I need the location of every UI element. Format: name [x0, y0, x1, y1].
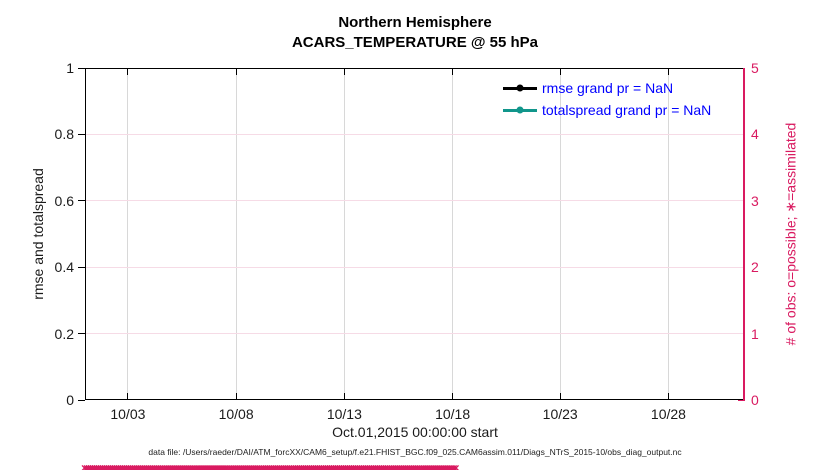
right-y-axis-label: # of obs: o=possible; ∗=assimilated: [782, 122, 799, 346]
left-y-tick-mark: [78, 399, 85, 401]
x-tick-label: 10/18: [435, 406, 471, 422]
legend-item-totalspread: totalspread grand pr = NaN: [503, 99, 711, 121]
right-y-tick-label: 5: [751, 60, 759, 76]
left-y-tick-mark: [78, 133, 85, 135]
horizontal-gridline: [85, 200, 745, 202]
vertical-gridline: [559, 68, 561, 400]
horizontal-gridline: [85, 333, 745, 335]
x-tick-label: 10/23: [542, 406, 578, 422]
left-y-tick-label: 0: [66, 392, 74, 408]
left-y-tick-label: 0.8: [54, 126, 74, 143]
legend-label-totalspread: totalspread grand pr = NaN: [542, 102, 712, 118]
vertical-gridline: [343, 68, 345, 400]
right-axis-line: [743, 68, 745, 400]
title-line-region: Northern Hemisphere: [338, 14, 492, 31]
right-y-tick-mark: [738, 399, 745, 401]
left-y-tick-mark: [78, 67, 85, 69]
rmse-line-sample: [503, 84, 537, 92]
title-line-variable: ACARS_TEMPERATURE @ 55 hPa: [291, 34, 539, 51]
data-file-footer: data file: /Users/raeder/DAI/ATM_forcXX/…: [148, 447, 682, 457]
x-tick-mark-bottom: [343, 393, 345, 400]
x-tick-label: 10/13: [326, 406, 362, 422]
left-axis-line: [85, 68, 86, 400]
x-axis-label: Oct.01,2015 00:00:00 start: [332, 424, 498, 440]
bottom-axis-line: [85, 399, 745, 400]
right-y-tick-label: 4: [751, 126, 759, 143]
x-tick-mark-top: [343, 68, 345, 75]
left-y-tick-label: 1: [66, 60, 74, 76]
x-tick-mark-bottom: [667, 393, 669, 400]
vertical-gridline: [235, 68, 237, 400]
x-tick-mark-bottom: [452, 393, 454, 400]
x-tick-mark-top: [667, 68, 669, 75]
left-y-tick-label: 0.2: [54, 325, 74, 342]
left-y-tick-mark: [78, 266, 85, 268]
right-y-tick-label: 1: [751, 325, 759, 342]
x-tick-mark-bottom: [559, 393, 561, 400]
x-tick-label: 10/08: [218, 406, 254, 422]
legend-item-rmse: rmse grand pr = NaN: [503, 77, 711, 99]
obs-count-marker-band: ××××××××××××××××××××××××××××××××××××××××…: [81, 461, 459, 470]
left-y-tick-label: 0.4: [54, 259, 74, 276]
rmse-marker-dot: [516, 84, 524, 92]
vertical-gridline: [127, 68, 129, 400]
x-tick-mark-bottom: [127, 393, 129, 400]
left-y-tick-mark: [78, 200, 85, 202]
left-y-axis-label: rmse and totalspread: [30, 168, 46, 300]
left-y-tick-label: 0.6: [54, 192, 74, 209]
x-tick-mark-top: [127, 68, 129, 75]
plot-area: rmse grand pr = NaN totalspread grand pr…: [81, 68, 745, 470]
vertical-gridline: [452, 68, 454, 400]
legend: rmse grand pr = NaN totalspread grand pr…: [503, 77, 711, 121]
chart-title: Northern Hemisphere ACARS_TEMPERATURE @ …: [85, 13, 745, 53]
right-y-tick-label: 3: [751, 192, 759, 209]
top-axis-line: [85, 68, 745, 69]
right-y-tick-label: 2: [751, 259, 759, 276]
x-tick-mark-top: [452, 68, 454, 75]
horizontal-gridline: [85, 266, 745, 268]
x-tick-label: 10/03: [110, 406, 146, 422]
left-y-tick-mark: [78, 333, 85, 335]
totalspread-line-sample: [503, 106, 537, 114]
x-tick-mark-top: [235, 68, 237, 75]
x-tick-label: 10/28: [650, 406, 686, 422]
x-tick-mark-bottom: [235, 393, 237, 400]
totalspread-marker-dot: [516, 106, 524, 114]
vertical-gridline: [667, 68, 669, 400]
x-tick-mark-top: [559, 68, 561, 75]
legend-label-rmse: rmse grand pr = NaN: [542, 80, 674, 96]
right-y-tick-label: 0: [751, 392, 759, 408]
horizontal-gridline: [85, 133, 745, 135]
